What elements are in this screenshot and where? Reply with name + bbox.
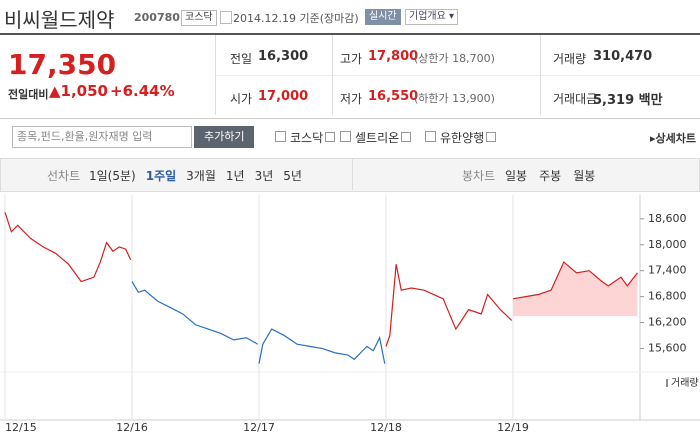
candle-tab[interactable]: 월봉	[573, 169, 596, 183]
calendar-icon	[220, 11, 232, 24]
y-tick-label: 18,600	[648, 212, 687, 225]
candle-tab[interactable]: 주봉	[539, 169, 562, 183]
company-info-button[interactable]: 기업개요 ▾	[405, 9, 459, 25]
stat-note: (상한가 18,700)	[414, 52, 495, 65]
checkbox	[275, 131, 286, 142]
stat-value: 5,319 백만	[593, 93, 663, 108]
detail-chart-link[interactable]: ▸상세차트	[650, 132, 697, 145]
stat-label: 저가	[340, 92, 363, 106]
remove-icon	[401, 132, 412, 142]
x-tick-label: 12/19	[497, 421, 529, 434]
stat-note: (하한가 13,900)	[414, 92, 495, 105]
stock-code: 200780	[134, 11, 180, 24]
x-tick-label: 12/16	[116, 421, 148, 434]
checkbox	[340, 131, 351, 142]
add-button[interactable]: 추가하기	[194, 126, 255, 148]
period-tab[interactable]: 1주일	[145, 169, 177, 183]
divider	[216, 75, 700, 76]
stock-name: 비씨월드제약	[4, 8, 115, 32]
period-tab[interactable]: 1년	[225, 169, 245, 183]
change-row: ▲1,050	[49, 82, 108, 100]
compare-name: 코스닥	[290, 131, 324, 145]
y-tick-label: 16,200	[648, 316, 687, 329]
y-tick-label: 16,800	[648, 290, 687, 303]
candle-tabs: 일봉 주봉 월봉	[505, 167, 607, 184]
compare-name: 유한양행	[440, 131, 485, 145]
y-tick-label: 17,400	[648, 264, 687, 277]
y-tick-label: 18,000	[648, 238, 687, 251]
compare-item[interactable]: 셀트리온	[340, 129, 412, 146]
y-tick-label: 15,600	[648, 342, 687, 355]
highlight-area	[513, 262, 638, 317]
volume-legend: 거래량	[671, 377, 699, 389]
candle-chart-label: 봉차트	[462, 169, 496, 183]
stat-label: 거래량	[553, 52, 587, 66]
checkbox	[425, 131, 436, 142]
period-tab[interactable]: 5년	[283, 169, 302, 183]
date: 2014.12.19 기준(장마감)	[233, 12, 359, 25]
compare-item[interactable]: 코스닥	[275, 129, 336, 146]
chart: 12/15 12/16 12/17 12/18 12/19 15,600 16,200 16,…	[0, 195, 700, 434]
x-tick-label: 12/18	[370, 421, 402, 434]
remove-icon	[325, 132, 336, 142]
stat-label: 고가	[340, 52, 363, 66]
price-line	[512, 261, 638, 300]
stat-value: 17,000	[258, 89, 309, 104]
compare-item[interactable]: 유한양행	[425, 129, 497, 146]
realtime-button[interactable]: 실시간	[365, 9, 401, 25]
stat-label: 시가	[230, 92, 253, 106]
market-badge: 코스닥	[181, 10, 217, 26]
x-tick-label: 12/15	[5, 421, 37, 434]
stat-value: 16,300	[258, 49, 309, 64]
price-line	[258, 328, 386, 364]
divider	[352, 159, 353, 190]
divider	[215, 35, 216, 115]
price-line	[385, 264, 513, 347]
search-input[interactable]: 종목,펀드,환율,원자재명 입력	[12, 126, 192, 148]
stat-value: 16,550	[368, 89, 419, 104]
quote-panel	[0, 33, 700, 119]
tab-bar	[0, 158, 700, 192]
period-tab[interactable]: 3개월	[186, 169, 216, 183]
x-tick-label: 12/17	[243, 421, 275, 434]
company-info: 기업개요	[409, 11, 446, 22]
period-tab[interactable]: 3년	[254, 169, 274, 183]
remove-icon	[486, 132, 497, 142]
line-chart-label: 선차트	[47, 169, 81, 183]
stat-value: 17,800	[368, 49, 419, 64]
stat-label: 거래대금	[553, 92, 598, 106]
detail-chart: 상세차트	[655, 132, 697, 145]
volume-legend-swatch	[666, 379, 668, 387]
change-pct: +6.44%	[110, 82, 175, 100]
price: 17,350	[8, 48, 117, 81]
period-tab[interactable]: 1일(5분)	[89, 169, 136, 183]
price-line	[131, 281, 259, 345]
price-line	[4, 212, 132, 283]
change-label: 전일대비	[8, 88, 49, 101]
period-tabs: 1일(5분) 1주일 3개월 1년 3년 5년	[89, 167, 312, 184]
stat-label: 전일	[230, 52, 253, 66]
compare-name: 셀트리온	[355, 131, 400, 145]
stat-value: 310,470	[593, 49, 653, 64]
change: 1,050	[60, 82, 108, 100]
candle-tab[interactable]: 일봉	[505, 169, 528, 183]
